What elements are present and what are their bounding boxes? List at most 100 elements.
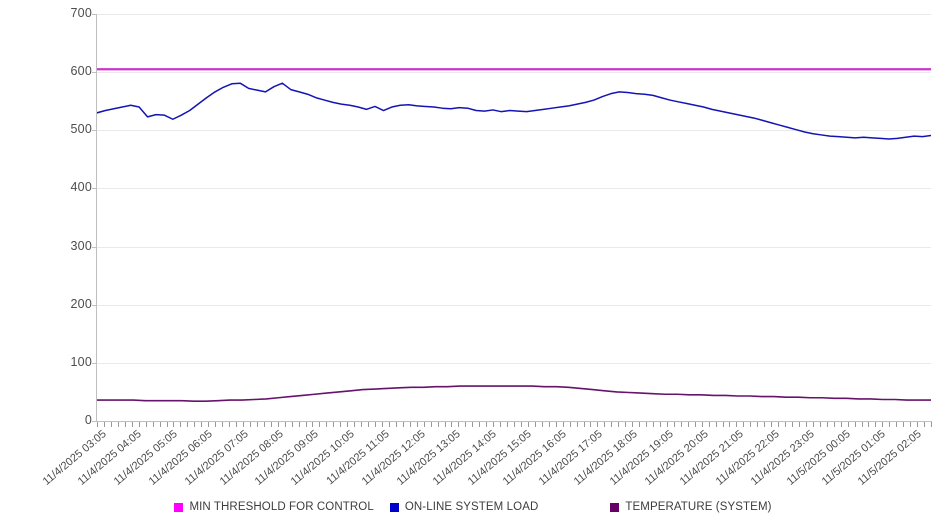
legend-item[interactable]: TEMPERATURE (SYSTEM) bbox=[610, 501, 771, 513]
x-minor-tick bbox=[903, 422, 905, 427]
x-minor-tick bbox=[861, 422, 863, 427]
y-tick-label-400: 400 bbox=[70, 180, 92, 195]
x-minor-tick bbox=[97, 422, 98, 427]
legend-item[interactable]: ON-LINE SYSTEM LOAD bbox=[389, 501, 539, 513]
x-minor-tick bbox=[715, 422, 717, 427]
x-minor-tick bbox=[673, 422, 675, 427]
x-minor-tick bbox=[173, 422, 175, 427]
y-tick-label-100: 100 bbox=[70, 354, 92, 369]
gridline-400 bbox=[97, 188, 931, 190]
x-minor-tick bbox=[138, 422, 140, 427]
x-minor-tick bbox=[882, 422, 884, 427]
x-minor-tick bbox=[910, 422, 912, 427]
x-minor-tick bbox=[298, 422, 300, 427]
gridline-300 bbox=[97, 246, 931, 248]
gridline-200 bbox=[97, 304, 931, 306]
x-minor-tick bbox=[812, 422, 814, 427]
x-minor-tick bbox=[847, 422, 849, 427]
x-minor-tick bbox=[242, 422, 244, 427]
legend-label: TEMPERATURE (SYSTEM) bbox=[625, 501, 772, 513]
x-minor-tick bbox=[124, 422, 126, 427]
x-minor-tick bbox=[764, 422, 766, 427]
x-minor-tick bbox=[507, 422, 509, 427]
x-minor-tick bbox=[757, 422, 759, 427]
x-minor-tick bbox=[750, 422, 752, 427]
y-tick-label-600: 600 bbox=[70, 64, 92, 79]
x-minor-tick bbox=[889, 422, 891, 427]
legend-swatch-icon bbox=[610, 502, 620, 512]
gridline-600 bbox=[97, 72, 931, 74]
x-minor-tick bbox=[333, 422, 335, 427]
legend-swatch-icon bbox=[389, 502, 399, 512]
x-minor-tick bbox=[215, 422, 217, 427]
x-minor-tick bbox=[354, 422, 356, 427]
x-minor-tick bbox=[472, 422, 474, 427]
x-minor-tick bbox=[312, 422, 314, 427]
x-minor-tick bbox=[722, 422, 724, 427]
x-minor-tick bbox=[340, 422, 342, 427]
x-minor-tick bbox=[534, 422, 536, 427]
x-minor-tick bbox=[527, 422, 529, 427]
y-tick-mark-200 bbox=[92, 304, 97, 306]
x-minor-tick bbox=[639, 422, 641, 427]
x-minor-tick bbox=[798, 422, 800, 427]
x-minor-tick bbox=[347, 422, 349, 427]
x-minor-tick bbox=[493, 422, 495, 427]
x-minor-tick bbox=[381, 422, 383, 427]
x-minor-tick bbox=[569, 422, 571, 427]
x-minor-tick bbox=[291, 422, 293, 427]
x-minor-tick bbox=[437, 422, 439, 427]
x-minor-tick bbox=[666, 422, 668, 427]
x-minor-tick bbox=[319, 422, 321, 427]
x-minor-tick bbox=[680, 422, 682, 427]
y-tick-mark-300 bbox=[92, 246, 97, 248]
x-minor-tick bbox=[771, 422, 773, 427]
x-minor-tick bbox=[451, 422, 453, 427]
x-minor-tick bbox=[388, 422, 390, 427]
x-minor-tick bbox=[180, 422, 182, 427]
x-minor-tick bbox=[187, 422, 189, 427]
y-tick-label-700: 700 bbox=[70, 6, 92, 20]
x-minor-tick bbox=[792, 422, 793, 427]
x-minor-tick bbox=[208, 422, 210, 427]
x-minor-tick bbox=[249, 422, 251, 427]
x-axis-line bbox=[96, 421, 932, 422]
x-minor-tick bbox=[875, 422, 877, 427]
x-minor-tick bbox=[868, 422, 870, 427]
y-tick-label-200: 200 bbox=[70, 296, 92, 311]
gridline-500 bbox=[97, 130, 931, 132]
x-minor-tick bbox=[590, 422, 592, 427]
x-minor-tick bbox=[931, 422, 932, 427]
x-minor-tick bbox=[152, 422, 154, 427]
x-minor-tick bbox=[326, 422, 328, 427]
x-minor-tick bbox=[284, 422, 286, 427]
x-minor-tick bbox=[548, 422, 550, 427]
legend-swatch-icon bbox=[174, 502, 184, 512]
legend-item[interactable]: MIN THRESHOLD FOR CONTROL bbox=[174, 501, 374, 513]
x-minor-tick bbox=[117, 422, 119, 427]
x-minor-tick bbox=[625, 422, 627, 427]
x-minor-tick bbox=[924, 422, 926, 427]
legend-label: MIN THRESHOLD FOR CONTROL bbox=[189, 501, 374, 513]
y-tick-mark-400 bbox=[92, 188, 97, 190]
x-minor-tick bbox=[416, 422, 418, 427]
x-minor-tick bbox=[541, 422, 543, 427]
series-temperature-system bbox=[97, 385, 931, 403]
x-minor-tick bbox=[611, 422, 613, 427]
x-minor-tick bbox=[194, 422, 196, 427]
x-minor-tick bbox=[659, 422, 661, 427]
y-tick-label-0: 0 bbox=[84, 413, 92, 427]
x-minor-tick bbox=[145, 422, 147, 427]
x-minor-tick bbox=[833, 422, 835, 427]
x-minor-tick bbox=[500, 422, 502, 427]
x-minor-tick bbox=[826, 422, 828, 427]
x-minor-tick bbox=[840, 422, 842, 427]
x-minor-tick bbox=[708, 422, 710, 427]
y-tick-mark-0 bbox=[92, 421, 97, 422]
x-axis-tick-labels: 11/4/2025 03:05 11/4/2025 04:05 11/4/2025 … bbox=[0, 428, 946, 490]
x-minor-tick bbox=[361, 422, 363, 427]
x-minor-tick bbox=[131, 422, 133, 427]
x-minor-tick bbox=[465, 422, 467, 427]
x-minor-tick bbox=[694, 422, 696, 427]
